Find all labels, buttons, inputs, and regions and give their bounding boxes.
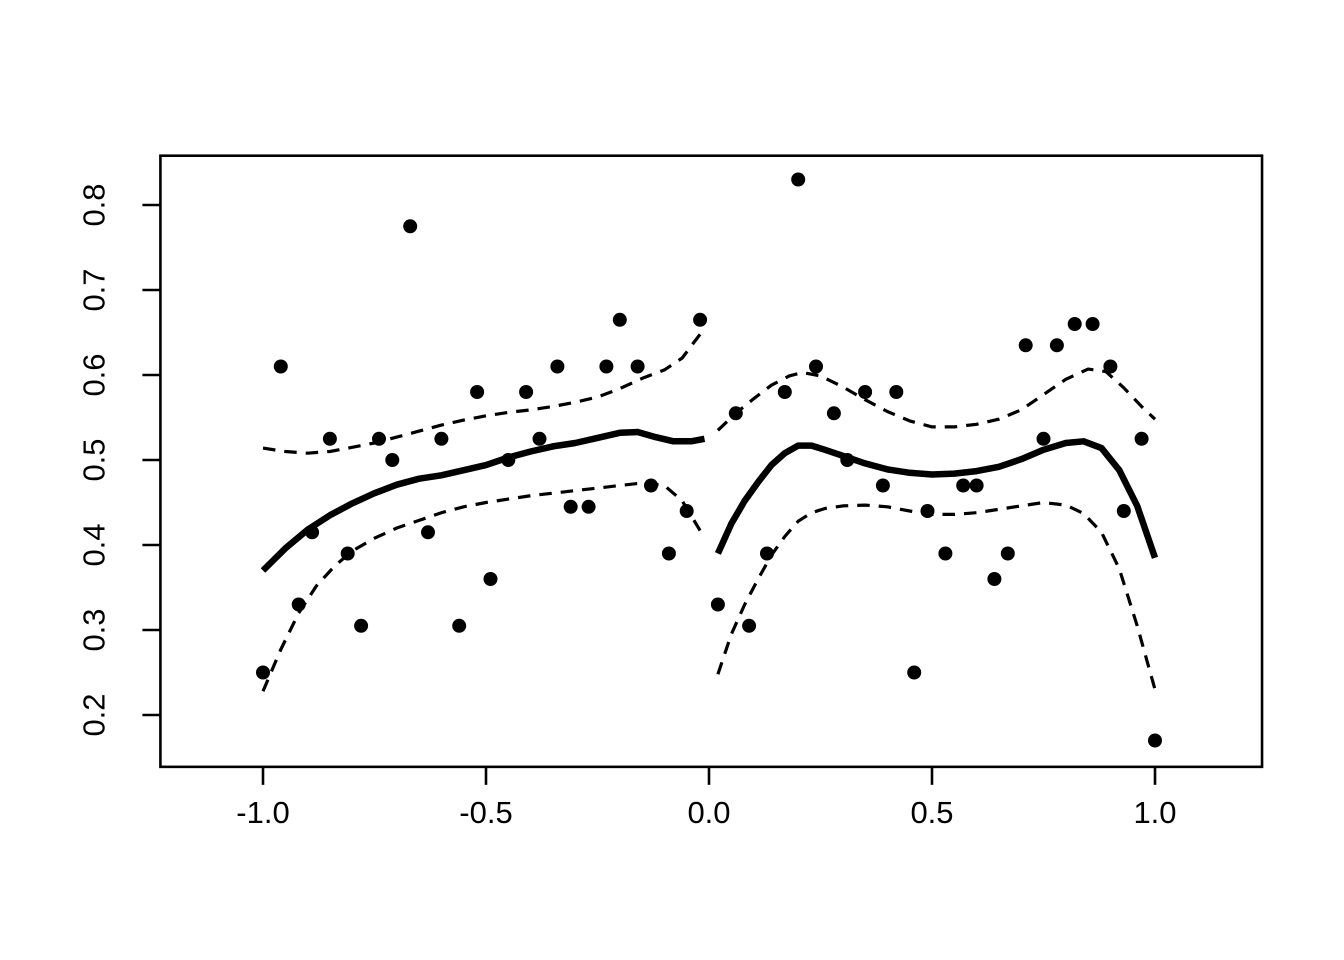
x-tick-label: -0.5 (459, 795, 512, 830)
y-tick-label: 0.8 (76, 183, 111, 226)
data-point (969, 478, 984, 493)
data-point (421, 525, 435, 540)
data-point (710, 597, 725, 612)
data-point (354, 618, 369, 633)
confidence-band-band-lower-left (261, 481, 702, 692)
data-point (291, 597, 306, 612)
data-point (907, 665, 922, 680)
smooth-curve-smooth-left (260, 428, 706, 573)
data-point (599, 359, 614, 374)
confidence-band-band-lower-right (716, 500, 1157, 690)
data-point (273, 359, 288, 374)
data-points (256, 172, 1162, 748)
data-point (563, 499, 578, 514)
data-point (956, 478, 971, 493)
data-point (644, 478, 658, 493)
data-point (809, 359, 823, 374)
data-point (840, 453, 855, 467)
data-point (728, 406, 743, 421)
x-tick-label: 1.0 (1133, 795, 1176, 830)
data-point (938, 546, 953, 561)
data-point (305, 525, 320, 540)
data-point (1018, 338, 1033, 353)
data-point (760, 546, 774, 561)
data-point (1085, 317, 1100, 331)
data-point (372, 431, 386, 446)
confidence-band-band-upper-left (262, 333, 702, 455)
data-point (1103, 359, 1118, 374)
data-point (1036, 431, 1051, 446)
y-tick-label: 0.3 (76, 608, 111, 651)
data-point (385, 453, 400, 467)
y-tick-label: 0.7 (76, 268, 111, 311)
data-point (483, 572, 498, 586)
data-point (742, 618, 757, 633)
data-point (630, 359, 645, 374)
data-point (679, 504, 694, 518)
data-point (452, 618, 467, 633)
x-axis: -1.0 -0.5 0.0 0.5 1.0 (236, 766, 1177, 830)
data-point (519, 385, 534, 399)
y-axis: 0.2 0.3 0.4 0.5 0.6 0.7 0.8 (76, 183, 161, 737)
y-tick-label: 0.5 (76, 438, 111, 481)
data-point (889, 385, 904, 399)
x-tick-label: 0.0 (687, 795, 730, 830)
data-point (501, 453, 516, 467)
smooth-curve-smooth-right (714, 438, 1159, 559)
data-point (777, 385, 792, 399)
y-tick-label: 0.6 (76, 353, 111, 396)
y-tick-label: 0.4 (76, 523, 111, 566)
data-point (1134, 431, 1149, 446)
data-point (791, 172, 806, 187)
plot-border (159, 154, 1264, 769)
confidence-bands (261, 333, 1157, 692)
data-point (256, 665, 270, 680)
data-point (612, 312, 627, 327)
data-point (858, 385, 873, 399)
data-point (826, 406, 841, 421)
data-point (434, 431, 449, 446)
plot-box (159, 154, 1264, 769)
data-point (693, 312, 708, 327)
data-point (322, 431, 337, 446)
data-point (340, 546, 355, 561)
data-point (470, 385, 485, 399)
data-point (1116, 504, 1131, 518)
data-point (1148, 733, 1162, 748)
data-point (581, 499, 596, 514)
data-point (875, 478, 890, 493)
smooth-curves (260, 428, 1159, 573)
data-point (403, 219, 418, 234)
y-tick-label: 0.2 (76, 693, 111, 736)
data-point (1000, 546, 1015, 561)
data-point (987, 572, 1002, 586)
x-tick-label: 0.5 (910, 795, 953, 830)
data-point (920, 504, 935, 518)
data-point (1067, 317, 1082, 331)
data-point (532, 431, 547, 446)
confidence-band-band-upper-right (716, 367, 1157, 432)
data-point (1049, 338, 1064, 353)
data-point (661, 546, 676, 561)
data-point (550, 359, 565, 374)
x-tick-label: -1.0 (236, 795, 289, 830)
